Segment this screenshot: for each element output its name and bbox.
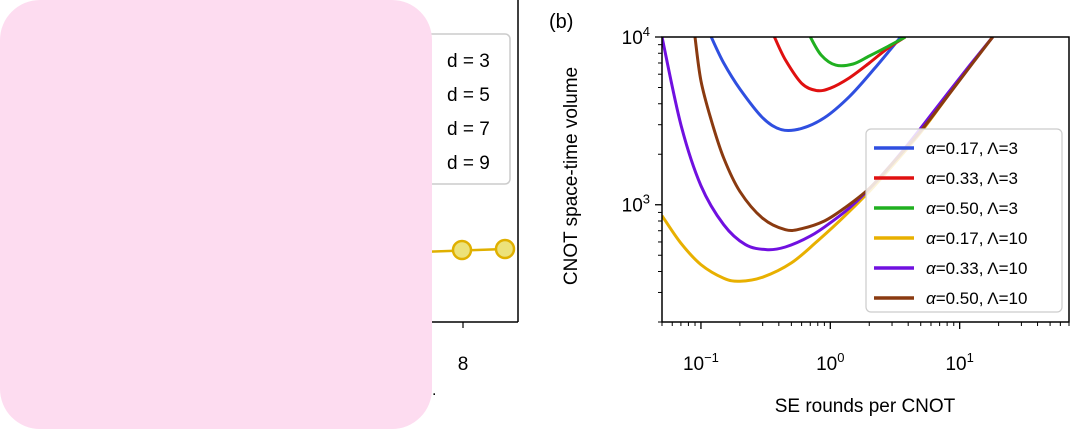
- x-tick-label: 10−1: [683, 350, 719, 375]
- panel-label: (b): [549, 11, 573, 33]
- x-axis-label: SE rounds per CNOT: [775, 396, 956, 417]
- x-tick-label: 101: [945, 350, 973, 375]
- series-line: [693, 37, 994, 232]
- y-axis-label: CNOT space-time volume: [561, 67, 582, 285]
- series-line: [773, 37, 907, 93]
- legend-entry: α=0.50, Λ=10: [926, 289, 1027, 308]
- y-tick-label: 104: [622, 24, 650, 49]
- left-legend-entry: d = 9: [447, 153, 490, 174]
- chart-b: (b) CNOT space-time volume SE rounds per…: [549, 11, 1070, 417]
- left-stray-mark: .: [432, 382, 436, 399]
- legend-entry: α=0.17, Λ=3: [926, 139, 1018, 158]
- legend-entry: α=0.33, Λ=3: [926, 169, 1018, 188]
- left-series-point: [451, 239, 473, 261]
- legend-box: [865, 128, 1063, 313]
- legend-entry: α=0.17, Λ=10: [926, 229, 1027, 248]
- left-legend-entry: d = 3: [447, 51, 490, 72]
- left-legend-entry: d = 7: [447, 119, 490, 140]
- series-line: [709, 37, 902, 133]
- left-x-tick-label: 8: [458, 354, 469, 375]
- chart-legend: α=0.17, Λ=3 α=0.33, Λ=3 α=0.50, Λ=3 α=0.17,…: [865, 128, 1063, 313]
- left-legend-entry: d = 5: [447, 85, 490, 106]
- tick-layer: 10−1 100 101 103 104: [622, 24, 1070, 375]
- series-line: [808, 37, 907, 68]
- series-line: [662, 37, 994, 252]
- legend-entry: α=0.50, Λ=3: [926, 199, 1018, 218]
- y-tick-label: 103: [622, 192, 650, 217]
- legend-entry: α=0.33, Λ=10: [926, 259, 1027, 278]
- left-series-point: [494, 238, 516, 260]
- x-tick-label: 100: [816, 350, 844, 375]
- plot-frame: [661, 36, 1070, 323]
- left-panel: d = 3 d = 5 d = 7 d = 9 8 .: [417, 0, 519, 399]
- redaction-overlay: [0, 0, 432, 429]
- series-layer: [662, 37, 994, 283]
